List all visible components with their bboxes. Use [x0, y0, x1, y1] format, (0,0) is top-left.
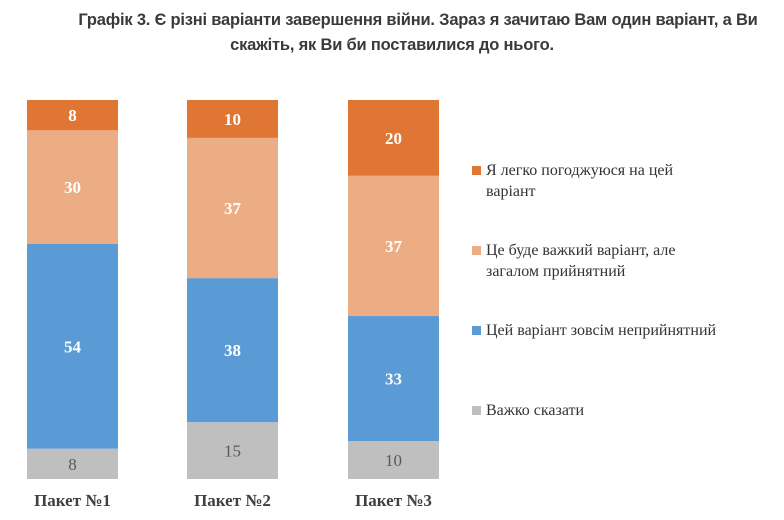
legend-label: Я легко погоджуюся на цей: [486, 162, 674, 179]
data-label: 8: [68, 455, 77, 474]
legend-label-cont: загалом прийнятний: [486, 263, 626, 280]
x-tick-label: Пакет №2: [194, 491, 271, 510]
x-tick-label: Пакет №3: [355, 491, 432, 510]
legend-label-cont: варіант: [486, 183, 536, 200]
legend-swatch: [472, 166, 481, 175]
data-label: 20: [385, 129, 402, 148]
bar-segment: [187, 100, 278, 138]
bar-segment: [348, 175, 439, 317]
legend-swatch: [472, 406, 481, 415]
legend-swatch: [472, 246, 481, 255]
bar-segment: [187, 137, 278, 279]
chart-title-line-1: Графік 3. Є різні варіанти завершення ві…: [78, 11, 758, 29]
data-label: 15: [224, 442, 241, 461]
chart-title: Графік 3. Є різні варіанти завершення ві…: [0, 8, 784, 58]
bar-segment: [348, 441, 439, 479]
data-label: 10: [224, 110, 241, 129]
data-label: 30: [64, 178, 81, 197]
data-label: 8: [68, 106, 77, 125]
data-label: 38: [224, 341, 241, 360]
legend-label: Цей варіант зовсім неприйнятний: [486, 322, 717, 339]
bar-segment: [348, 316, 439, 442]
bar-segment: [27, 244, 118, 449]
data-label: 33: [385, 370, 402, 389]
bar-segment: [27, 100, 118, 131]
data-label: 10: [385, 451, 402, 470]
legend-swatch: [472, 326, 481, 335]
x-tick-label: Пакет №1: [34, 491, 111, 510]
data-label: 37: [224, 199, 242, 218]
data-label: 54: [64, 337, 82, 356]
bar-segment: [27, 130, 118, 245]
data-label: 37: [385, 237, 403, 256]
legend-label: Важко сказати: [486, 402, 585, 419]
bar-segment: [187, 278, 278, 423]
chart-title-line-2: скажіть, як Ви би поставилися до нього.: [230, 36, 554, 54]
legend-label: Це буде важкий варіант, але: [486, 242, 676, 259]
bar-segment: [348, 100, 439, 176]
bar-segment: [187, 422, 278, 479]
bar-segment: [27, 448, 118, 479]
